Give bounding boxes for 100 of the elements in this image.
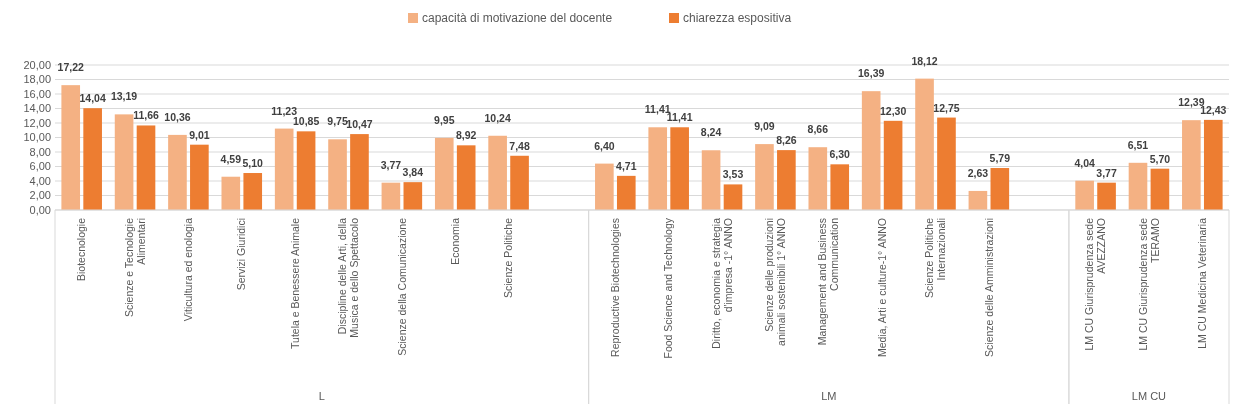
bar xyxy=(168,134,187,210)
data-label: 6,30 xyxy=(829,148,851,161)
x-tick-label: Biotecnologie xyxy=(75,217,88,282)
bar xyxy=(274,128,294,210)
y-tick-label: 12,00 xyxy=(23,116,51,129)
data-label: 5,70 xyxy=(1149,152,1171,165)
data-label: 8,92 xyxy=(455,129,477,142)
data-label: 11,41 xyxy=(644,103,671,116)
bar xyxy=(777,150,796,210)
bar xyxy=(434,137,454,210)
data-label: 9,01 xyxy=(189,128,210,141)
data-label: 3,84 xyxy=(402,166,424,179)
x-tick-label: Scienze e Tecnologie Alimentari xyxy=(122,217,147,318)
bar xyxy=(1182,120,1201,210)
bar xyxy=(1128,162,1148,210)
bar xyxy=(456,145,476,210)
data-label: 9,95 xyxy=(434,113,455,126)
data-label: 3,77 xyxy=(1096,166,1117,179)
text: L xyxy=(318,390,325,402)
data-label: 9,09 xyxy=(754,120,775,133)
bar xyxy=(861,91,881,210)
data-label: 9,75 xyxy=(327,115,348,128)
data-label: 10,85 xyxy=(292,115,320,128)
bar xyxy=(616,175,636,210)
data-label: 5,10 xyxy=(242,157,264,170)
x-tick-label: LM CU Medicina Veterinaria xyxy=(1195,217,1208,349)
data-label: 10,47 xyxy=(346,118,373,131)
bar xyxy=(488,135,507,210)
data-label: 10,36 xyxy=(164,110,191,123)
data-label: 7,48 xyxy=(509,139,530,152)
bar xyxy=(114,114,134,210)
bar xyxy=(648,127,668,210)
data-label: 6,40 xyxy=(594,139,615,152)
bar xyxy=(830,164,850,210)
bar xyxy=(350,134,369,210)
bar xyxy=(403,182,423,210)
data-label: 11,23 xyxy=(271,104,298,117)
data-label: 18,12 xyxy=(911,54,938,67)
data-label: 5,79 xyxy=(989,152,1011,165)
data-label: 12,75 xyxy=(933,101,960,114)
bar xyxy=(221,176,241,210)
x-tick-label: Discipline delle Arti, della Musica e dello Spettacolo xyxy=(336,217,361,338)
data-label: 4,04 xyxy=(1074,156,1096,169)
data-label: 12,39 xyxy=(1178,96,1205,109)
data-label: 12,30 xyxy=(879,104,907,117)
x-tick-label: Media, Arti e culture-1° ANNO xyxy=(875,218,888,358)
x-tick-label: Scienze Politiche xyxy=(502,217,515,298)
data-label: 11,66 xyxy=(133,109,160,122)
bar xyxy=(83,108,102,210)
bar xyxy=(915,78,934,210)
bar xyxy=(968,190,988,210)
x-tick-label: LM CU Giurisprudenza sede TERAMO xyxy=(1136,217,1161,351)
data-label: 14,04 xyxy=(79,92,106,105)
bar xyxy=(136,125,156,210)
x-tick-label: Scienze delle Amministrazioni xyxy=(982,218,995,357)
data-label: 8,66 xyxy=(807,123,829,136)
y-tick-label: 16,00 xyxy=(23,87,51,100)
data-label: 17,22 xyxy=(57,61,85,74)
bar xyxy=(61,85,81,210)
y-tick-label: 6,00 xyxy=(29,160,51,173)
bar xyxy=(755,144,774,210)
data-label: 2,63 xyxy=(967,166,989,179)
y-tick-label: 20,00 xyxy=(23,58,51,71)
text: LM xyxy=(821,390,837,402)
x-tick-label: Scienze Politiche Internazionali xyxy=(923,217,948,298)
y-tick-label: 18,00 xyxy=(23,73,51,86)
y-tick-label: 8,00 xyxy=(29,145,51,158)
bar xyxy=(883,120,903,210)
bar xyxy=(243,173,263,210)
bar xyxy=(381,182,401,210)
bar xyxy=(296,131,316,210)
bar xyxy=(937,117,956,210)
x-tick-label: Viticultura ed enologia xyxy=(182,217,195,322)
data-label: 3,77 xyxy=(380,158,402,171)
text: LM CU xyxy=(1131,390,1167,402)
data-label: 10,24 xyxy=(484,111,511,124)
x-tick-label: Servizi Giuridici xyxy=(235,218,248,291)
x-tick-label: LM CU Giurisprudenza sede AVEZZANO xyxy=(1083,217,1108,351)
y-tick-label: 4,00 xyxy=(29,174,51,187)
bar xyxy=(990,168,1010,210)
bar xyxy=(808,147,828,210)
data-label: 16,39 xyxy=(858,67,885,80)
bar xyxy=(328,139,347,210)
x-tick-label: Diritto, economia e strategia d'impresa -1° ANNO xyxy=(709,217,734,349)
y-tick-label: 2,00 xyxy=(29,189,51,202)
y-tick-label: 14,00 xyxy=(23,102,51,115)
x-tick-label: Reproductive Biotechnologies xyxy=(608,218,621,357)
x-tick-label: Food Science and Technology xyxy=(662,217,675,359)
x-tick-label: Tutela e Benessere Animale xyxy=(288,217,301,349)
legend-label: capacità di motivazione del docente xyxy=(422,11,613,26)
x-tick-label: Economia xyxy=(448,217,461,265)
bar xyxy=(595,163,614,210)
data-label: 6,51 xyxy=(1127,138,1149,151)
data-label: 8,24 xyxy=(700,126,722,139)
y-tick-label: 0,00 xyxy=(29,203,51,216)
bar xyxy=(670,127,689,210)
bar xyxy=(1075,180,1094,210)
bar xyxy=(1150,168,1170,210)
bar xyxy=(190,144,209,210)
bar xyxy=(701,150,721,210)
